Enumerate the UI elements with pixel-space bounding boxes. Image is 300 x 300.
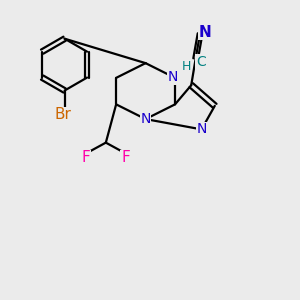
Text: N: N: [196, 122, 207, 136]
Text: C: C: [196, 55, 206, 69]
Text: Br: Br: [55, 107, 72, 122]
Text: H: H: [182, 60, 191, 73]
Text: N: N: [199, 25, 212, 40]
Text: F: F: [121, 150, 130, 165]
Text: N: N: [140, 112, 151, 126]
Text: N: N: [167, 70, 178, 84]
Text: F: F: [82, 150, 91, 165]
